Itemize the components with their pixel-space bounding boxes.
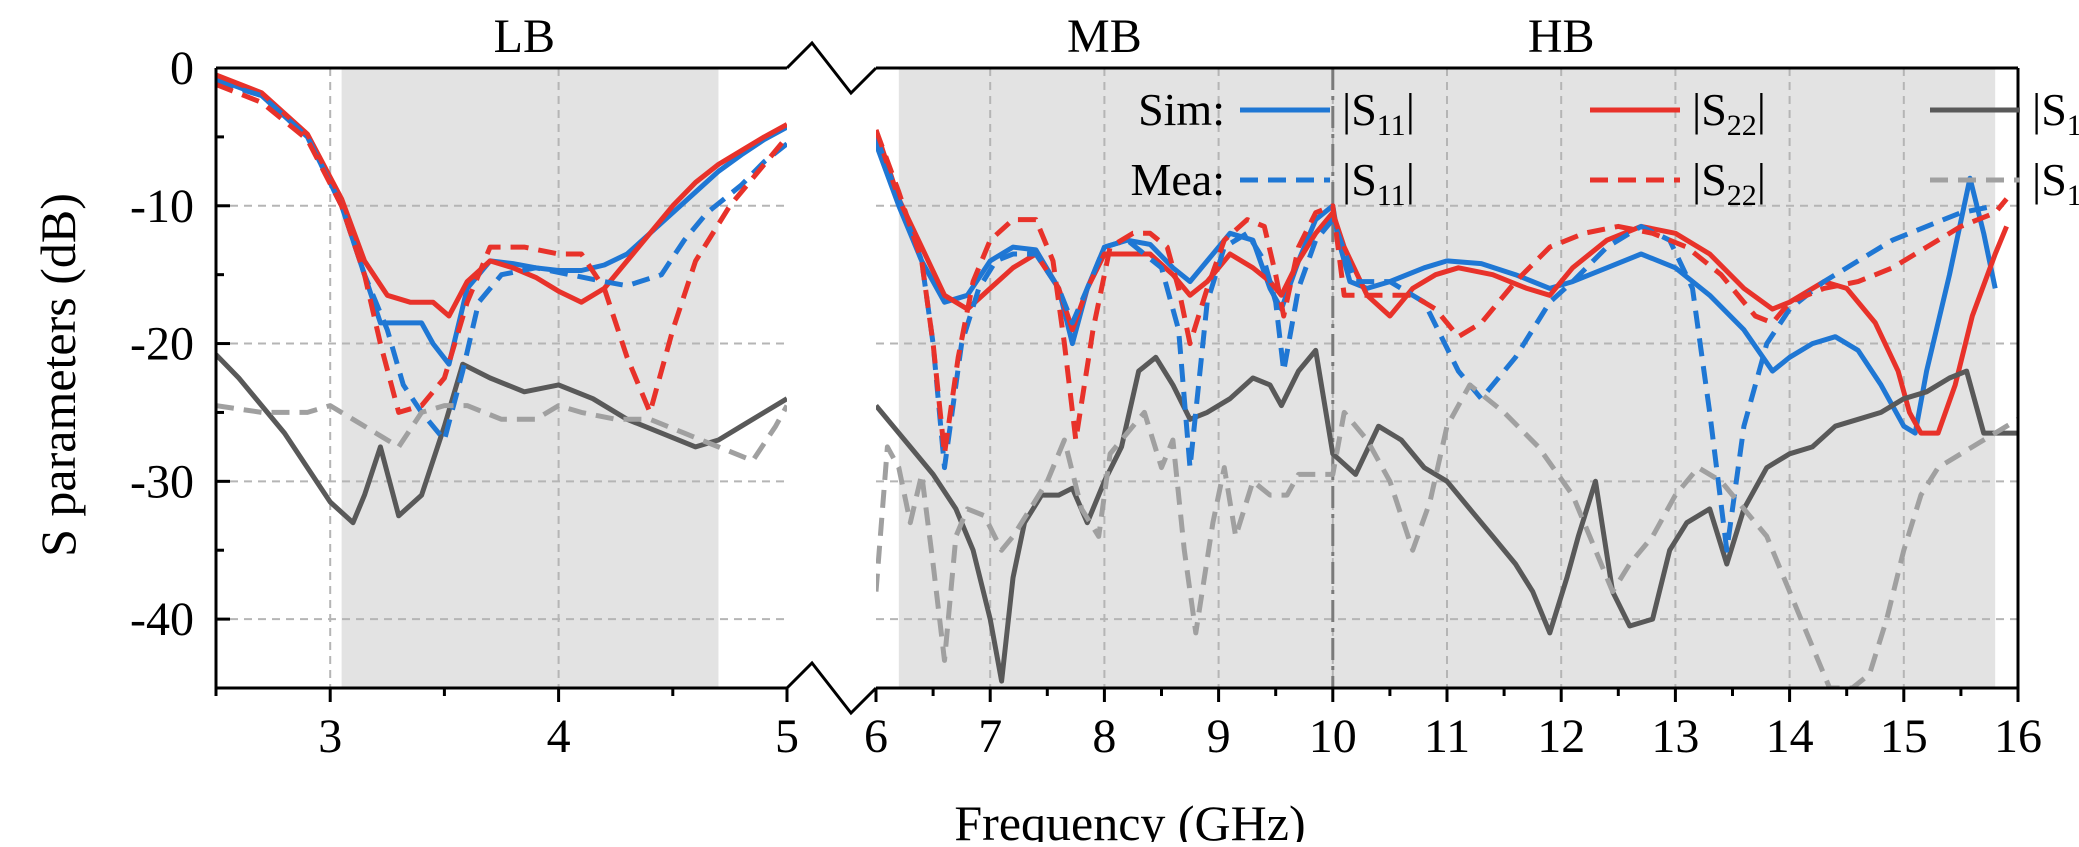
- legend-row-label: Mea:: [1130, 154, 1225, 205]
- band-label-hb: HB: [1528, 10, 1595, 63]
- band-region-lb: [341, 68, 719, 688]
- legend-label-subscript: 12: [2067, 179, 2079, 212]
- legend-entry-label: |S11|: [1342, 154, 1415, 212]
- x-tick-label: 16: [1994, 710, 2042, 763]
- series-line-sim-s12-left: [216, 352, 787, 526]
- x-tick-label: 13: [1651, 710, 1699, 763]
- x-tick-label: 5: [775, 710, 799, 763]
- axis-break-bottom: [785, 660, 878, 716]
- x-tick-label: 4: [547, 710, 571, 763]
- series-line-mea-s11-left: [216, 79, 787, 443]
- legend-entry-label: |S11|: [1342, 84, 1415, 142]
- axis-break-top: [785, 40, 878, 96]
- band-region-hb: [1332, 68, 1996, 688]
- band-shading-layer: LB MB HB: [341, 10, 1996, 688]
- grid-layer: [216, 68, 2018, 688]
- series-line-mea-s22-left: [216, 82, 787, 415]
- legend-label-tail: |: [1406, 154, 1415, 205]
- legend-label-tail: |: [1757, 154, 1766, 205]
- legend-label-subscript: 22: [1727, 109, 1757, 142]
- y-tick-label: -10: [130, 180, 194, 233]
- legend-label-main: |S: [1342, 84, 1377, 135]
- x-tick-label: 9: [1207, 710, 1231, 763]
- x-tick-label: 6: [864, 710, 888, 763]
- x-tick-label: 7: [978, 710, 1002, 763]
- band-region-mb: [898, 68, 1333, 688]
- legend-label-subscript: 22: [1727, 179, 1757, 212]
- legend-entry-label: |S12|: [2032, 84, 2079, 142]
- x-tick-label: 12: [1537, 710, 1585, 763]
- y-tick-label: -40: [130, 593, 194, 646]
- series-line-sim-s12-right: [876, 347, 2018, 684]
- legend-label-main: |S: [1692, 154, 1727, 205]
- series-layer-left: [216, 72, 787, 526]
- x-tick-label: 11: [1424, 710, 1470, 763]
- legend: Sim:Mea:|S11||S22||S12||S11||S22||S12|: [1130, 84, 2079, 212]
- x-tick-label: 15: [1880, 710, 1928, 763]
- series-line-mea-s22-right: [876, 129, 2009, 457]
- y-axis-title: S parameters (dB): [30, 193, 86, 557]
- series-layer-right: [876, 129, 2018, 688]
- x-tick-label: 10: [1309, 710, 1357, 763]
- legend-entry-label: |S22|: [1692, 84, 1766, 142]
- legend-row-label: Sim:: [1138, 84, 1225, 135]
- x-tick-label: 3: [318, 710, 342, 763]
- legend-label-main: |S: [2032, 84, 2067, 135]
- legend-label-tail: |: [1757, 84, 1766, 135]
- band-label-mb: MB: [1067, 10, 1142, 63]
- legend-label-subscript: 12: [2067, 109, 2079, 142]
- y-tick-label: -30: [130, 455, 194, 508]
- legend-label-subscript: 11: [1377, 179, 1406, 212]
- series-line-mea-s11-right: [876, 136, 1996, 553]
- x-tick-label: 14: [1766, 710, 1814, 763]
- legend-label-main: |S: [1692, 84, 1727, 135]
- band-label-lb: LB: [494, 10, 555, 63]
- y-tick-label: 0: [170, 42, 194, 95]
- series-line-mea-s12-left: [216, 403, 787, 464]
- series-line-mea-s12-right: [876, 382, 2018, 688]
- axes-layer: 0 -10 -20 -30 -40 3 4 5 6 7 8 9 10 11 12 13 14 15 16: [130, 40, 2042, 763]
- x-tick-label: 8: [1092, 710, 1116, 763]
- legend-entry-label: |S12|: [2032, 154, 2079, 212]
- legend-label-subscript: 11: [1377, 109, 1406, 142]
- legend-label-tail: |: [1406, 84, 1415, 135]
- legend-label-main: |S: [2032, 154, 2067, 205]
- legend-label-main: |S: [1342, 154, 1377, 205]
- legend-entry-label: |S22|: [1692, 154, 1766, 212]
- x-axis-title: Frequency (GHz): [954, 795, 1305, 842]
- y-tick-label: -20: [130, 318, 194, 371]
